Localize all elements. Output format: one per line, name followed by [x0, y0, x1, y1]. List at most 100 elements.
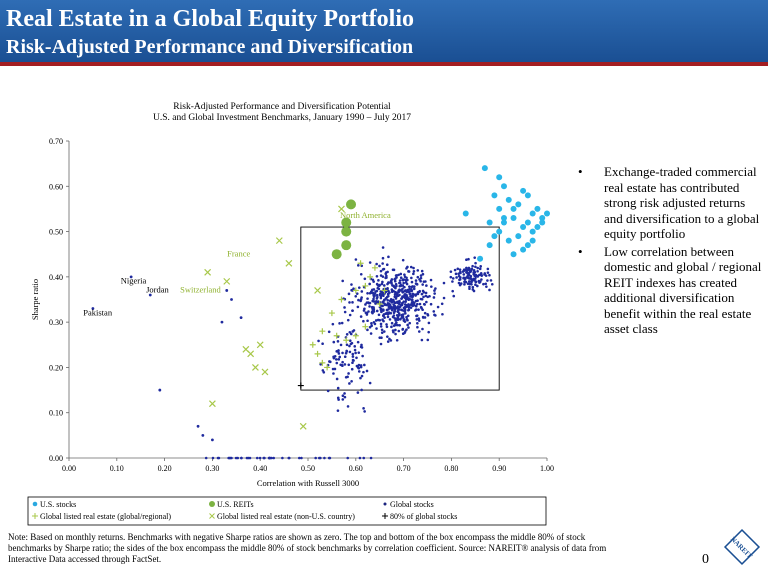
global-stock-point	[240, 456, 243, 460]
global-stock-point	[262, 456, 266, 460]
global-stock-point	[409, 303, 413, 306]
us-stock-point	[500, 214, 507, 221]
global-stock-point	[473, 270, 477, 274]
global-stock-point	[376, 300, 380, 303]
x-tick-label: 0.80	[444, 464, 458, 473]
us-stock-point	[496, 174, 503, 181]
bullet-text: Low correlation between domestic and glo…	[604, 243, 762, 337]
global-stock-point	[331, 367, 335, 371]
global-stock-point	[382, 314, 385, 318]
global-stock-point	[407, 289, 410, 292]
global-stock-point	[455, 276, 458, 279]
chart-annotations: North America France Switzerland NigeriaJor…	[83, 210, 391, 317]
global-regional-reit-point	[319, 359, 326, 366]
legend-marker	[209, 501, 215, 507]
global-stock-point	[382, 284, 386, 287]
global-stock-point	[484, 274, 488, 277]
global-stock-point	[412, 270, 416, 273]
global-stock-point	[392, 330, 395, 334]
x-tick-label: 0.70	[397, 464, 411, 473]
global-stock-point	[370, 324, 373, 328]
global-stock-point	[420, 297, 424, 301]
us-stock-point	[486, 219, 493, 226]
global-stock-point	[432, 310, 436, 313]
global-stock-point	[368, 305, 371, 308]
global-stock-point	[418, 302, 422, 306]
global-stock-point	[375, 309, 379, 313]
global-stock-point	[396, 294, 399, 298]
global-stock-point	[416, 299, 419, 302]
global-stock-point	[466, 282, 470, 286]
global-regional-reit-point	[357, 260, 364, 267]
global-stock-point	[339, 343, 343, 347]
x-tick-label: 0.40	[253, 464, 267, 473]
global-stock-point	[409, 306, 413, 309]
global-stock-point	[369, 332, 373, 335]
global-stock-point	[372, 297, 375, 301]
global-stock-point	[372, 300, 376, 303]
global-stock-point	[405, 282, 409, 286]
global-stock-point	[417, 308, 420, 311]
global-stock-point	[230, 298, 233, 301]
global-stock-point	[319, 362, 322, 366]
global-stock-point	[415, 302, 419, 306]
us-stock-point	[544, 210, 550, 217]
global-stock-point	[392, 303, 395, 306]
global-stock-point	[326, 389, 330, 393]
global-stock-point	[468, 285, 471, 289]
global-stock-point	[427, 330, 430, 334]
annotation-label: Nigeria	[121, 276, 147, 286]
global-stock-point	[488, 273, 491, 277]
us-stock-point	[529, 210, 536, 217]
global-stock-point	[410, 280, 414, 284]
us-stock-point	[505, 237, 512, 244]
global-stock-point	[488, 288, 491, 292]
global-stock-point	[471, 285, 475, 289]
global-stock-point	[368, 291, 372, 295]
box-80-percent	[300, 226, 500, 391]
global-stock-point	[129, 275, 133, 279]
global-stock-point	[358, 456, 362, 460]
global-stock-point	[383, 330, 386, 333]
global-stock-point	[375, 297, 379, 300]
global-stock-point	[368, 261, 372, 264]
global-stock-point	[467, 257, 470, 261]
global-stock-point	[372, 280, 375, 283]
global-stock-point	[380, 331, 384, 334]
global-stock-point	[401, 258, 405, 262]
global-stock-point	[384, 290, 388, 294]
global-regional-reit-point	[319, 328, 326, 335]
us-stock-point	[520, 246, 527, 253]
global-stock-point	[353, 345, 357, 348]
legend-marker	[32, 501, 38, 507]
global-stock-point	[395, 338, 399, 342]
global-stock-point	[381, 262, 384, 265]
global-stock-point	[384, 272, 388, 276]
us-reit-point	[341, 240, 352, 251]
series-points	[204, 165, 550, 430]
global-stock-point	[321, 342, 324, 346]
global-stock-point	[350, 341, 354, 345]
title-banner: Real Estate in a Global Equity Portfolio…	[0, 0, 768, 66]
x-tick-label: 0.60	[349, 464, 363, 473]
global-stock-point	[228, 456, 231, 460]
global-stock-point	[386, 311, 389, 315]
global-stock-point	[388, 303, 392, 307]
global-stock-point	[404, 312, 407, 315]
global-stock-point	[471, 278, 475, 282]
global-stock-point	[449, 270, 453, 273]
global-stock-point	[363, 363, 366, 367]
global-stock-point	[217, 456, 221, 460]
global-stock-point	[378, 264, 381, 268]
non-us-reit-point	[299, 422, 307, 430]
global-stock-point	[412, 266, 415, 270]
global-stock-point	[348, 382, 351, 385]
global-stock-point	[403, 309, 406, 313]
global-stock-point	[420, 338, 424, 342]
global-regional-reit-point	[314, 350, 321, 357]
global-stock-point	[400, 289, 403, 292]
global-stock-point	[386, 315, 390, 319]
global-stock-point	[382, 267, 386, 271]
global-stock-point	[454, 272, 458, 276]
